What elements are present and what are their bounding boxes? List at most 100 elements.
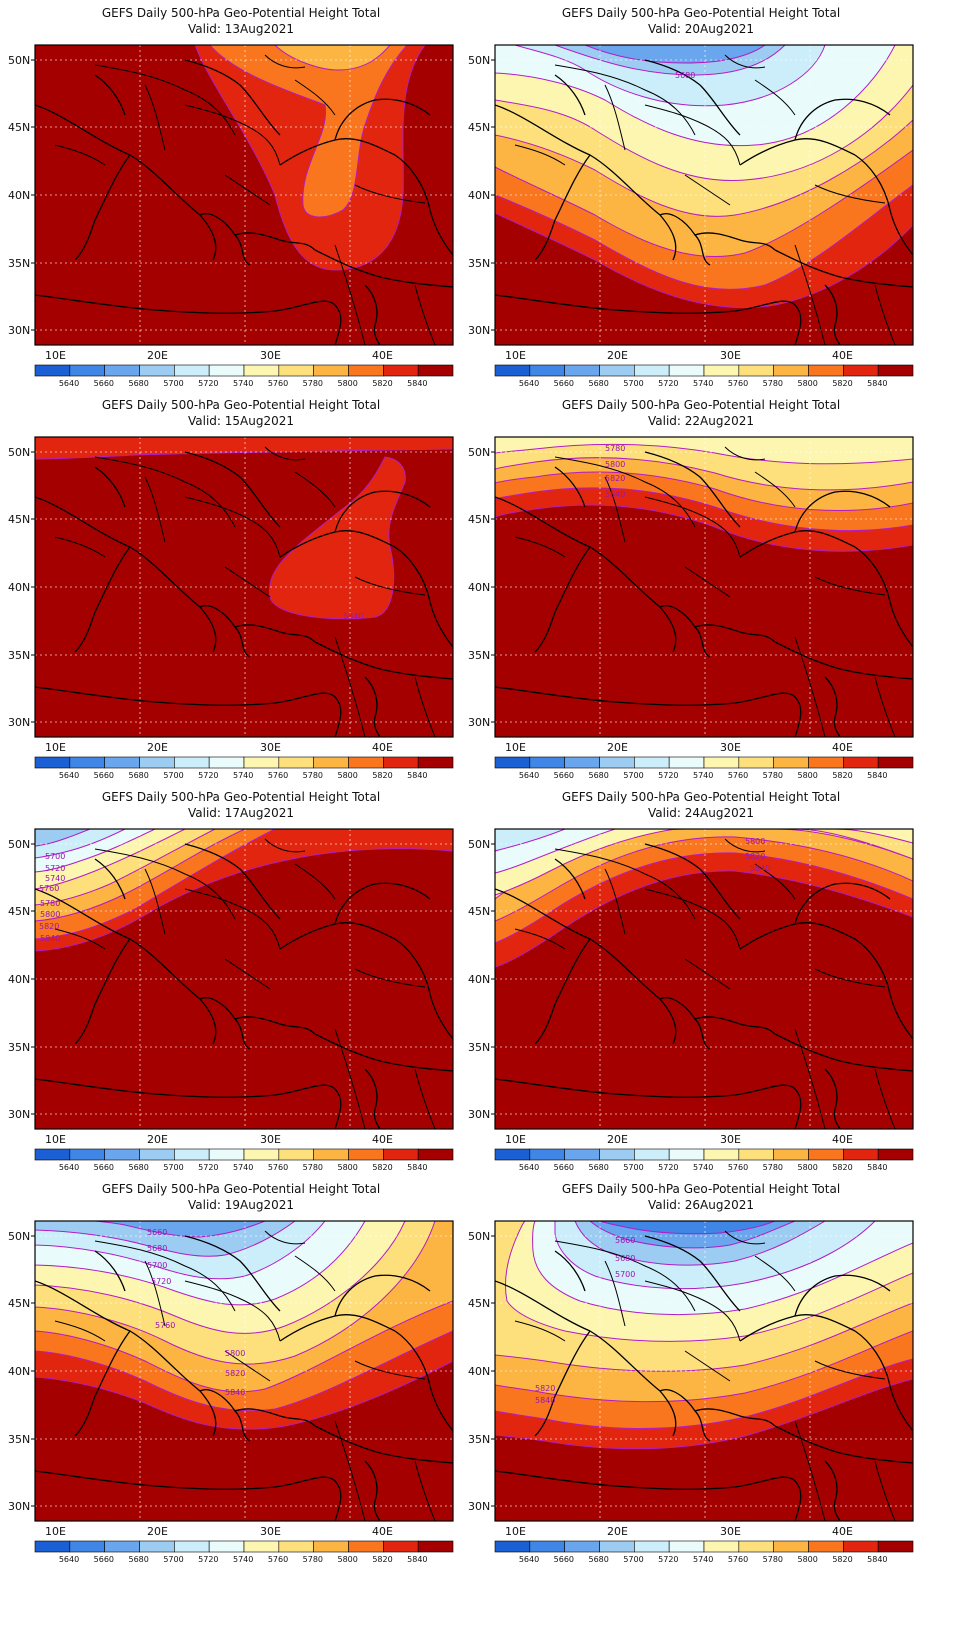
country-border — [334, 636, 366, 737]
coastline — [644, 843, 741, 920]
colorbar-label: 5740 — [693, 379, 713, 388]
coastline — [314, 641, 453, 680]
contour-label: 5800 — [605, 460, 625, 469]
latitude-label: 45N — [8, 1297, 30, 1310]
country-border — [264, 1230, 306, 1245]
colorbar-label: 5800 — [338, 1163, 358, 1172]
colorbar-swatch — [808, 1148, 844, 1161]
colorbar-swatch — [174, 1148, 210, 1161]
colorbar-swatch — [738, 1540, 774, 1553]
colorbar-swatch — [494, 1148, 531, 1161]
coastline — [694, 624, 776, 643]
colorbar-swatch — [773, 756, 809, 769]
contour-label: 5700 — [147, 1261, 167, 1270]
colorbar-swatch — [599, 756, 635, 769]
colorbar-label: 5680 — [589, 1163, 609, 1172]
country-border — [264, 54, 306, 69]
country-border — [184, 888, 281, 950]
map-panel: GEFS Daily 500-hPa Geo-Potential Height … — [460, 392, 942, 802]
panel-title: GEFS Daily 500-hPa Geo-Potential Height … — [561, 398, 841, 412]
colorbar-label: 5660 — [554, 1555, 574, 1564]
latitude-label: 50N — [8, 838, 30, 851]
latitude-label: 45N — [8, 905, 30, 918]
coastline — [554, 1250, 586, 1292]
latitude-label: 50N — [468, 446, 490, 459]
coastline — [824, 1460, 841, 1521]
colorbar-label: 5780 — [303, 379, 323, 388]
country-border — [604, 1260, 626, 1327]
map-area: 5680 — [495, 45, 913, 345]
latitude-label: 45N — [8, 121, 30, 134]
colorbar-label: 5640 — [519, 379, 539, 388]
colorbar-label: 5780 — [763, 1163, 783, 1172]
colorbar-label: 5700 — [163, 379, 183, 388]
coastline — [334, 882, 431, 925]
longitude-label: 30E — [260, 349, 281, 362]
latitude-label: 40N — [8, 189, 30, 202]
coastline — [794, 98, 891, 141]
colorbar-swatch — [69, 756, 105, 769]
height-band — [584, 45, 766, 64]
latitude-label: 30N — [8, 324, 30, 337]
coastline — [184, 451, 281, 528]
colorbar-label: 5800 — [798, 771, 818, 780]
coastline — [35, 1078, 342, 1129]
colorbar-label: 5680 — [589, 1555, 609, 1564]
contour-label: 5820 — [39, 922, 59, 931]
colorbar-label: 5720 — [198, 771, 218, 780]
colorbar-label: 5700 — [163, 1555, 183, 1564]
colorbar-label: 5700 — [163, 771, 183, 780]
contour-label: 5800 — [745, 837, 765, 846]
colorbar-label: 5760 — [268, 771, 288, 780]
country-border — [224, 566, 271, 598]
coastline — [94, 74, 126, 116]
coastline — [854, 154, 913, 256]
colorbar-label: 5760 — [728, 1555, 748, 1564]
longitude-label: 30E — [720, 1525, 741, 1538]
colorbar-label: 5720 — [658, 379, 678, 388]
coastline — [534, 938, 591, 1045]
colorbar-label: 5660 — [554, 1163, 574, 1172]
colorbar-label: 5740 — [693, 1163, 713, 1172]
colorbar-swatch — [738, 364, 774, 377]
coastline — [184, 59, 281, 136]
colorbar-label: 5700 — [623, 1555, 643, 1564]
colorbar-label: 5680 — [129, 771, 149, 780]
colorbar-swatch — [773, 364, 809, 377]
colorbar-swatch — [208, 1540, 245, 1553]
country-border — [754, 471, 796, 508]
colorbar-swatch — [417, 364, 454, 377]
height-band — [209, 45, 408, 218]
coastline — [94, 1250, 126, 1292]
colorbar-label: 5740 — [233, 1555, 253, 1564]
coastline — [824, 284, 841, 345]
map-panel: GEFS Daily 500-hPa Geo-Potential Height … — [460, 0, 942, 410]
coastline — [234, 624, 316, 643]
country-border — [644, 104, 741, 166]
colorbar-label: 5820 — [832, 1555, 852, 1564]
coastline — [394, 938, 453, 1040]
latitude-label: 35N — [468, 257, 490, 270]
country-border — [724, 838, 766, 853]
colorbar-label: 5780 — [303, 771, 323, 780]
colorbar-label: 5740 — [233, 771, 253, 780]
latitude-label: 35N — [468, 1041, 490, 1054]
latitude-label: 35N — [8, 257, 30, 270]
colorbar-label: 5840 — [867, 1163, 887, 1172]
colorbar-label: 5700 — [623, 771, 643, 780]
colorbar-swatch — [104, 1540, 140, 1553]
colorbar-swatch — [634, 364, 670, 377]
map-panel: GEFS Daily 500-hPa Geo-Potential Height … — [0, 784, 482, 1194]
country-border — [794, 244, 826, 345]
colorbar-swatch — [634, 1148, 670, 1161]
country-border — [554, 848, 696, 920]
country-border — [554, 456, 696, 528]
colorbar-label: 5780 — [303, 1163, 323, 1172]
country-border — [354, 576, 426, 596]
country-border — [54, 1320, 106, 1342]
contour-label: 5680 — [615, 1254, 635, 1263]
colorbar-swatch — [703, 756, 740, 769]
country-border — [754, 79, 796, 116]
colorbar-label: 5660 — [94, 1555, 114, 1564]
coastline — [495, 1078, 802, 1129]
